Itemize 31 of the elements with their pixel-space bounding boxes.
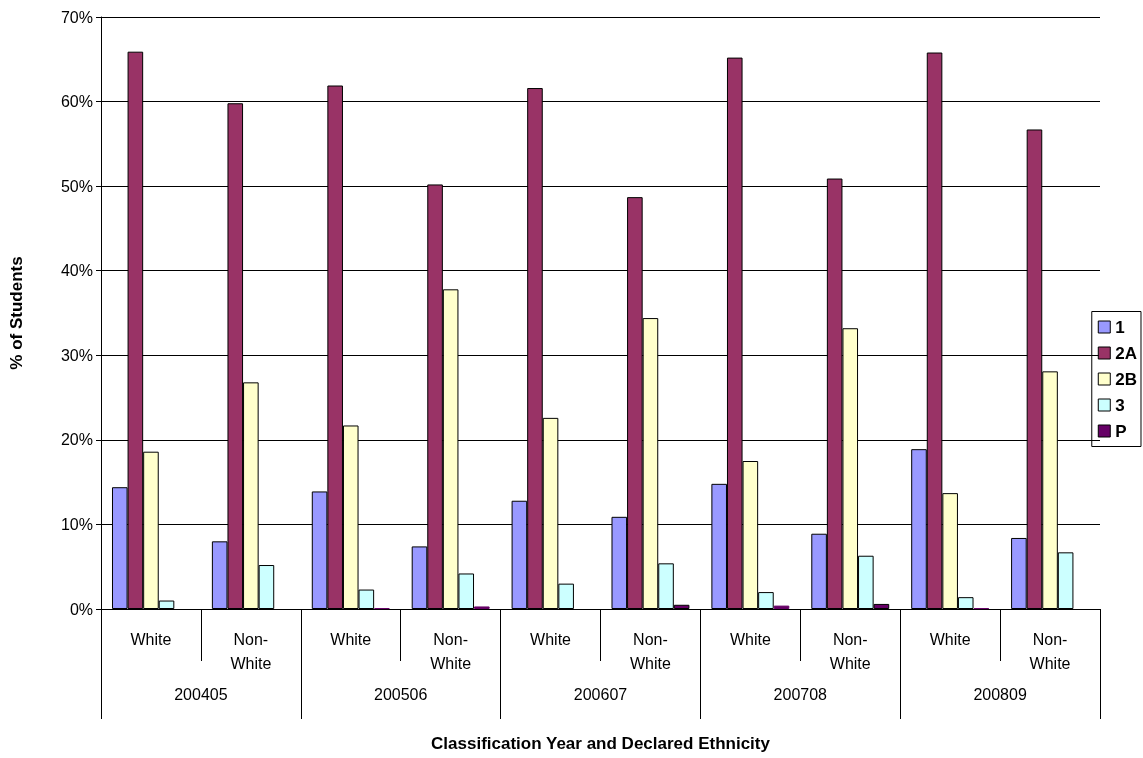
x-tick-label: White [729,630,771,648]
y-tick-label: 60% [60,93,93,111]
y-tick-label: 0% [69,600,93,618]
text: 200405 [174,685,228,703]
y-tick-label: 20% [60,431,93,449]
x-tick-label: Non-White [829,630,871,672]
legend-label: P [1115,421,1127,441]
text: 200607 [573,685,628,703]
x-tick-label: Non-White [630,630,671,672]
y-tick-label: 10% [60,515,93,533]
text: 200809 [973,685,1027,703]
legend-label: 3 [1115,395,1125,415]
y-tick-label: 50% [60,177,93,195]
y-tick-label: 70% [60,8,93,26]
x-tick-label: White [130,630,172,648]
legend-label: 2B [1115,369,1137,389]
x-tick-label: Non-White [230,630,272,672]
x-tick-label: Non-White [1029,630,1071,672]
bar [773,605,790,609]
x-tick-label: White [530,630,572,648]
y-axis-title: % of Students [7,256,26,370]
legend-label: 2A [1115,343,1137,363]
x-tick-label: Non-White [430,630,472,672]
y-tick-label: 30% [60,346,93,364]
text: 200708 [773,685,828,703]
x-tick-label: White [929,630,971,648]
y-tick-label: 40% [60,262,93,280]
legend-label: 1 [1115,317,1125,337]
text: 200506 [374,685,428,703]
x-tick-label: White [330,630,372,648]
x-axis-title: Classification Year and Declared Ethnicity [431,734,771,753]
